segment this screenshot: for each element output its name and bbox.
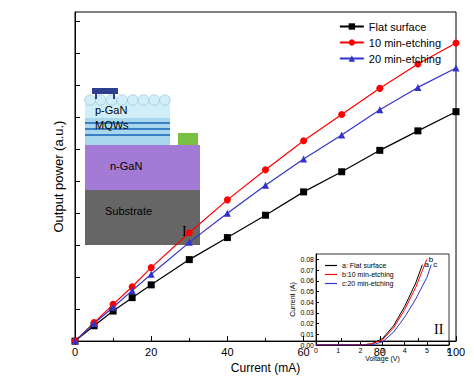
svg-text:3: 3 bbox=[381, 347, 385, 354]
svg-text:0.02: 0.02 bbox=[300, 320, 314, 327]
svg-text:0: 0 bbox=[314, 347, 318, 354]
svg-text:c: c bbox=[433, 260, 437, 269]
svg-text:p-GaN: p-GaN bbox=[95, 104, 127, 116]
svg-text:20 min-etching: 20 min-etching bbox=[369, 53, 441, 65]
svg-text:Current (mA): Current (mA) bbox=[231, 361, 300, 375]
svg-text:5: 5 bbox=[425, 347, 429, 354]
svg-text:I: I bbox=[182, 223, 187, 239]
svg-text:40: 40 bbox=[221, 346, 233, 358]
svg-text:60: 60 bbox=[297, 346, 309, 358]
svg-text:1: 1 bbox=[336, 347, 340, 354]
svg-text:0.08: 0.08 bbox=[300, 256, 314, 263]
svg-text:4: 4 bbox=[403, 347, 407, 354]
svg-text:Voltage (V): Voltage (V) bbox=[365, 354, 400, 362]
svg-text:0: 0 bbox=[72, 346, 78, 358]
svg-text:20: 20 bbox=[145, 346, 157, 358]
svg-text:a: a bbox=[424, 260, 429, 270]
svg-text:II: II bbox=[434, 322, 444, 337]
svg-text:b: b bbox=[428, 254, 434, 264]
svg-text:Substrate: Substrate bbox=[105, 205, 152, 217]
svg-text:MQWs: MQWs bbox=[95, 119, 129, 131]
svg-text:n-GaN: n-GaN bbox=[110, 160, 142, 172]
svg-text:Flat surface: Flat surface bbox=[369, 21, 426, 33]
svg-text:a: Flat surface: a: Flat surface bbox=[342, 262, 386, 269]
svg-text:2: 2 bbox=[358, 347, 362, 354]
svg-text:80: 80 bbox=[374, 346, 386, 358]
svg-text:6: 6 bbox=[447, 347, 451, 354]
svg-text:Current (A): Current (A) bbox=[289, 282, 297, 317]
svg-text:Output power (a.u.): Output power (a.u.) bbox=[51, 121, 66, 233]
svg-text:0.06: 0.06 bbox=[300, 277, 314, 284]
svg-text:10 min-etching: 10 min-etching bbox=[369, 37, 441, 49]
svg-text:0.01: 0.01 bbox=[300, 331, 314, 338]
svg-text:b:10 min-etching: b:10 min-etching bbox=[342, 271, 394, 279]
svg-text:0.07: 0.07 bbox=[300, 267, 314, 274]
svg-text:100: 100 bbox=[447, 346, 465, 358]
svg-text:c:20 min-etching: c:20 min-etching bbox=[342, 280, 393, 288]
svg-text:0.03: 0.03 bbox=[300, 309, 314, 316]
svg-text:0.05: 0.05 bbox=[300, 288, 314, 295]
svg-text:0.04: 0.04 bbox=[300, 299, 314, 306]
